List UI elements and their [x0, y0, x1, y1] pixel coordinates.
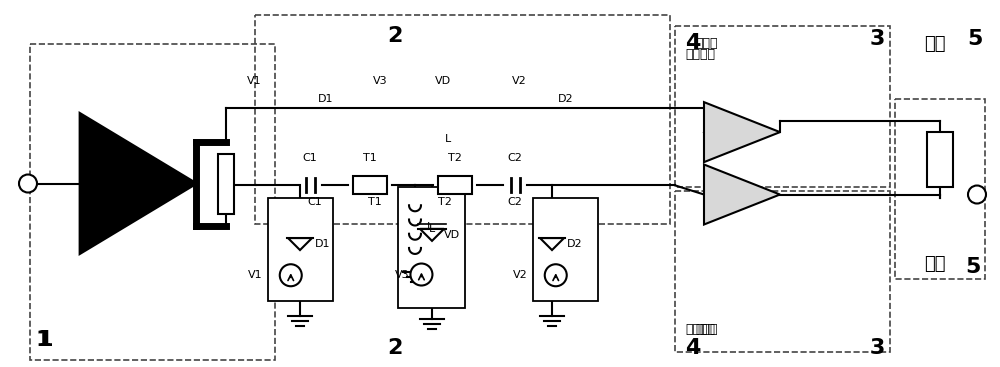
Bar	[675, 26, 890, 187]
Text: T2: T2	[438, 197, 452, 207]
Text: D1: D1	[315, 239, 330, 249]
Text: 主功放: 主功放	[695, 323, 718, 336]
Text: V2: V2	[512, 76, 527, 86]
Bar	[353, 176, 387, 195]
Text: 输出: 输出	[924, 255, 946, 273]
Text: D2: D2	[567, 239, 583, 249]
Circle shape	[545, 264, 567, 286]
Bar	[438, 176, 472, 195]
Text: T1: T1	[363, 153, 377, 163]
Bar	[895, 99, 985, 279]
Text: 辅助功放: 辅助功放	[685, 323, 715, 336]
Circle shape	[280, 264, 302, 286]
Text: 辅助功放: 辅助功放	[685, 48, 715, 61]
Text: L: L	[427, 222, 433, 232]
Bar	[927, 132, 953, 187]
Text: L: L	[445, 134, 451, 145]
Text: 3: 3	[870, 29, 885, 49]
Text: D1: D1	[318, 94, 334, 104]
Circle shape	[410, 264, 432, 286]
Text: 1: 1	[38, 330, 54, 350]
Text: 输出: 输出	[924, 35, 946, 53]
Text: V3: V3	[373, 76, 388, 86]
Text: 2: 2	[387, 26, 403, 46]
Text: 2: 2	[387, 338, 403, 357]
Text: V2: V2	[513, 270, 528, 280]
Text: 4: 4	[685, 338, 700, 357]
Text: 4: 4	[685, 33, 700, 53]
Text: C2: C2	[508, 197, 522, 207]
Text: VD: VD	[435, 76, 451, 86]
Text: 1: 1	[35, 330, 50, 350]
Polygon shape	[80, 113, 196, 254]
Text: C1: C1	[303, 153, 317, 163]
Text: VD: VD	[444, 230, 460, 240]
Text: L: L	[429, 225, 435, 235]
Text: 3: 3	[870, 338, 885, 357]
Text: D2: D2	[558, 94, 574, 104]
Circle shape	[19, 174, 37, 193]
Bar	[218, 153, 234, 214]
Bar	[675, 191, 890, 352]
Bar	[30, 44, 275, 360]
Circle shape	[968, 185, 986, 204]
Polygon shape	[704, 102, 780, 162]
Text: 5: 5	[967, 29, 982, 49]
Text: C2: C2	[508, 153, 522, 163]
Text: V1: V1	[248, 270, 263, 280]
Bar	[255, 15, 670, 224]
Text: T2: T2	[448, 153, 462, 163]
Text: 主功放: 主功放	[695, 37, 718, 50]
Text: C1: C1	[308, 197, 322, 207]
Text: V3: V3	[395, 269, 409, 280]
Text: 5: 5	[965, 257, 980, 277]
Bar	[268, 198, 333, 301]
Bar	[398, 187, 465, 308]
Text: V1: V1	[247, 76, 262, 86]
Text: T1: T1	[368, 197, 382, 207]
Polygon shape	[704, 164, 780, 225]
Bar	[533, 198, 598, 301]
